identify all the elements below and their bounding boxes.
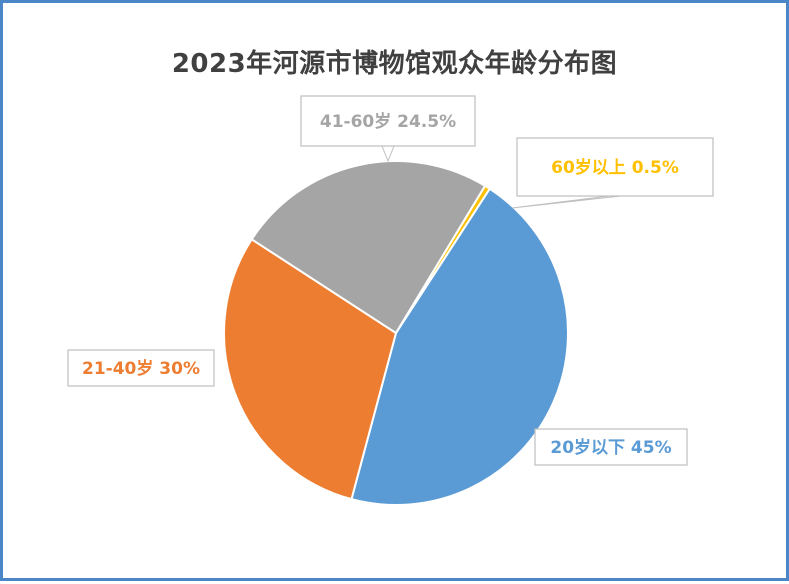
callout-pointer-3 [381, 145, 395, 163]
pie-slice-3 [250, 160, 487, 335]
pie-slice-2 [223, 237, 398, 501]
callout-box-2 [67, 349, 215, 387]
pie-slice-4 [395, 184, 492, 334]
pie-chart: 20岁以下 45% 21-40岁 30% 41-60岁 24.5% 60岁以上 0.5… [67, 95, 714, 506]
data-label-3: 41-60岁 24.5% [320, 111, 456, 132]
data-label-1: 20岁以下 45% [550, 437, 671, 458]
pie-slice-1 [350, 187, 569, 506]
callout-box-1 [534, 428, 688, 466]
callout-pointer-4 [511, 195, 622, 209]
callout-box-3 [300, 95, 476, 147]
callout-box-4 [516, 137, 714, 197]
chart-title: 2023年河源市博物馆观众年龄分布图 [171, 49, 618, 79]
data-label-4: 60岁以上 0.5% [551, 157, 679, 178]
data-label-2: 21-40岁 30% [82, 358, 200, 379]
